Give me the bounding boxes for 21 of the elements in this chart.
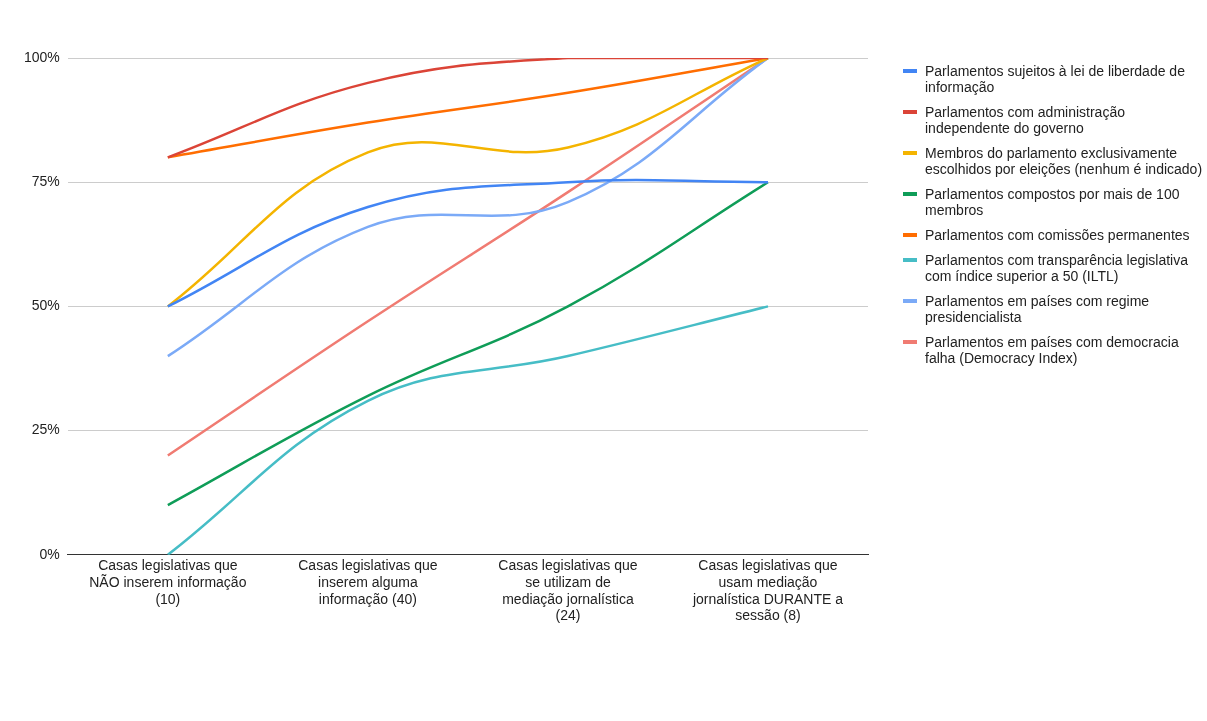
y-tick-label: 25% [31, 421, 60, 438]
legend-label: Parlamentos em países com regime presidencialista [925, 293, 1151, 325]
x-tick-label: Casas legislativas que inserem alguma informação (40) [298, 557, 438, 607]
legend-label: Parlamentos com comissões permanentes [925, 227, 1190, 243]
x-tick-label: Casas legislativas que se utilizam de mediação jornalística (24) [498, 557, 638, 624]
legend-label: Parlamentos compostos por mais de 100 membros [925, 186, 1181, 218]
x-tick-label: Casas legislativas que NÃO inserem informação (10) [89, 557, 247, 607]
legend-label: Parlamentos com administração independente do governo [925, 104, 1126, 136]
y-tick-label: 100% [23, 48, 60, 65]
legend-label: Membros do parlamento exclusivamente escolhidos por eleições (nenhum é indicado) [925, 145, 1203, 177]
y-tick-label: 75% [31, 173, 60, 190]
line-series [166, 58, 770, 358]
line-series [166, 305, 770, 555]
line-series [166, 180, 770, 507]
line-series [166, 58, 770, 308]
y-tick-label: 50% [31, 297, 60, 314]
legend-label: Parlamentos em países com democracia falha (Democracy Index) [925, 334, 1180, 366]
x-tick-label: Casas legislativas que usam mediação jornalística DURANTE a sessão (8) [691, 557, 844, 624]
legend-label: Parlamentos com transparência legislativa com índice superior a 50 (ILTL) [925, 252, 1189, 284]
legend-label: Parlamentos sujeitos à lei de liberdade de informação [925, 63, 1186, 95]
y-tick-label: 0% [39, 545, 60, 562]
